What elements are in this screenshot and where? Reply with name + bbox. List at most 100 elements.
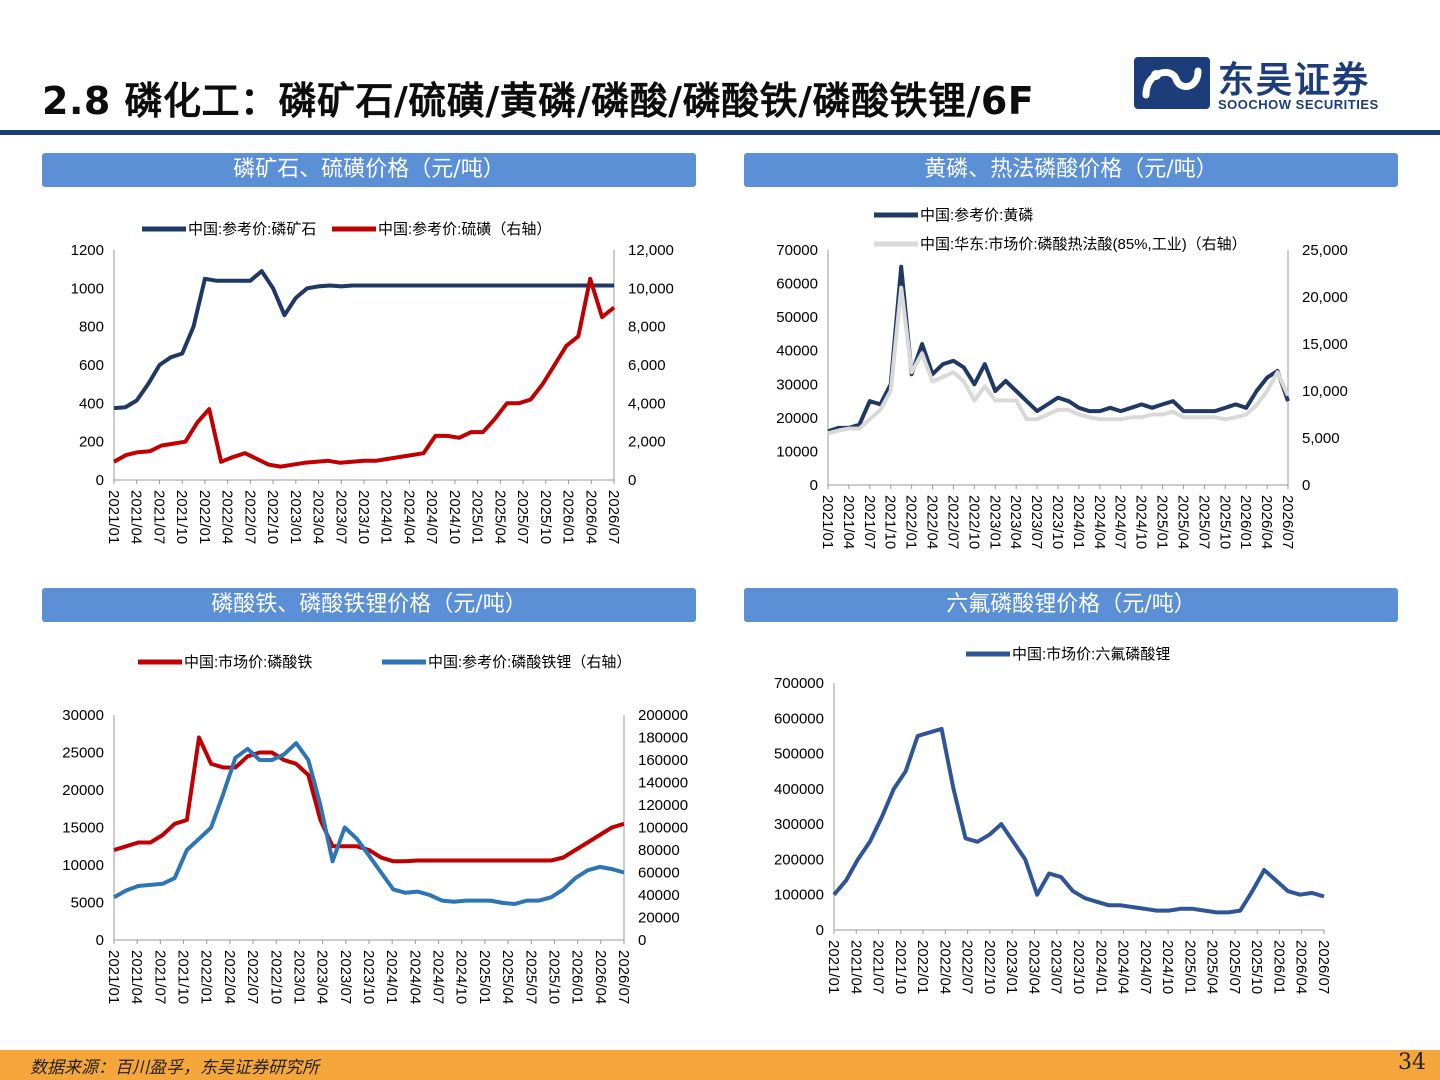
x-tick-label: 2021/01: [105, 490, 122, 544]
x-tick-label: 2025/10: [545, 950, 562, 1004]
x-tick-label: 2024/01: [378, 490, 395, 544]
x-tick-label: 2024/07: [423, 490, 440, 544]
panel-title-4: 六氟磷酸锂价格（元/吨）: [744, 588, 1398, 622]
series-line-1: [113, 269, 614, 411]
x-tick-label: 2023/07: [1048, 940, 1065, 994]
x-tick-label: 2025/01: [469, 490, 486, 544]
x-tick-label: 2023/01: [986, 495, 1003, 549]
chart-iron-phosphate-lfp: 0 5000 10000 15000 20000 25000 30000 0 20000 4000…: [42, 640, 696, 1040]
y-right-tick-label: 100000: [638, 820, 688, 837]
y-left-tick-label: 600000: [774, 710, 824, 727]
x-tick-label: 2024/10: [1133, 495, 1150, 549]
y-left-tick-label: 400: [79, 395, 104, 412]
y-right-tick-label: 12,000: [628, 242, 674, 259]
brand-logo: 东吴证券 SOOCHOW SECURITIES: [1132, 55, 1422, 115]
x-tick-label: 2022/01: [914, 940, 931, 994]
chart-svg-3: 0 5000 10000 15000 20000 25000 30000 0 20000 4000…: [62, 654, 688, 1004]
x-tick-label: 2022/10: [267, 950, 284, 1004]
page-number: 34: [1398, 1050, 1426, 1075]
x-tick-label: 2023/10: [1070, 940, 1087, 994]
y-left-tick-label: 700000: [774, 675, 824, 692]
x-tick-label: 2023/10: [1049, 495, 1066, 549]
y-right-tick-label: 140000: [638, 775, 688, 792]
y-left-tick-label: 10000: [776, 443, 818, 460]
x-tick-label: 2025/10: [1216, 495, 1233, 549]
y-left-tick-label: 1200: [71, 242, 104, 259]
y-left-tick-label: 300000: [774, 816, 824, 833]
y-left-tick-label: 10000: [62, 857, 104, 874]
x-tick-label: 2021/04: [840, 495, 857, 549]
x-tick-label: 2025/07: [1226, 940, 1243, 994]
x-tick-label: 2024/10: [446, 490, 463, 544]
y-left-tick-label: 600: [79, 357, 104, 374]
page-title: 2.8 磷化工：磷矿石/硫磺/黄磷/磷酸/磷酸铁/磷酸铁锂/6F: [42, 79, 1035, 123]
y-left-tick-label: 70000: [776, 242, 818, 259]
y-left-tick-label: 0: [96, 472, 104, 489]
x-tick-label: 2022/07: [944, 495, 961, 549]
x-tick-label: 2021/07: [861, 495, 878, 549]
x-tick-label: 2024/01: [1070, 495, 1087, 549]
x-tick-label: 2025/10: [537, 490, 554, 544]
y-right-tick-label: 20000: [638, 910, 680, 927]
series-line-1: [827, 264, 1290, 434]
x-tick-label: 2025/04: [491, 490, 508, 544]
x-tick-label: 2023/04: [314, 950, 331, 1004]
y-left-tick-label: 500000: [774, 746, 824, 763]
x-tick-label: 2021/04: [128, 490, 145, 544]
legend-label-2: 中国:华东:市场价:磷酸热法酸(85%,工业)（右轴）: [920, 236, 1247, 253]
y-left-tick-label: 800: [79, 319, 104, 336]
series-line-1: [113, 735, 625, 864]
y-right-tick-label: 10,000: [628, 280, 674, 297]
y-left-tick-label: 5000: [71, 895, 104, 912]
chart-svg-1: 0 200 400 600 800 1000 1200 0 2,000 4,000 6,000 8,0…: [71, 221, 674, 544]
x-tick-label: 2025/04: [1204, 940, 1221, 994]
x-tick-label: 2026/04: [1293, 940, 1310, 994]
series-line-2: [827, 285, 1290, 436]
x-tick-label: 2025/10: [1248, 940, 1265, 994]
x-tick-label: 2022/10: [981, 940, 998, 994]
chart-svg-4: 0 100000 200000 300000 400000 500000 600000 700…: [774, 646, 1332, 994]
logo-cn-text: 东吴证券: [1218, 60, 1371, 101]
x-tick-label: 2023/07: [337, 950, 354, 1004]
x-tick-label: 2026/04: [1258, 495, 1275, 549]
chart-lipf6: 0 100000 200000 300000 400000 500000 600000 700…: [744, 640, 1398, 1040]
y-left-tick-label: 40000: [776, 343, 818, 360]
x-tick-label: 2023/10: [355, 490, 372, 544]
x-tick-label: 2021/10: [175, 950, 192, 1004]
chart-4-group: 0 100000 200000 300000 400000 500000 600000 700…: [774, 646, 1332, 994]
footer-bar: 数据来源：百川盈孚，东吴证券研究所 34: [0, 1050, 1440, 1080]
x-tick-label: 2023/04: [1007, 495, 1024, 549]
legend-label-1: 中国:参考价:磷矿石: [188, 221, 316, 238]
y-left-tick-label: 1000: [71, 280, 104, 297]
x-tick-label: 2026/04: [592, 950, 609, 1004]
x-tick-label: 2023/07: [1028, 495, 1045, 549]
x-tick-label: 2021/07: [870, 940, 887, 994]
x-tick-label: 2025/07: [514, 490, 531, 544]
y-left-tick-label: 15000: [62, 820, 104, 837]
y-left-tick-label: 0: [96, 932, 104, 949]
panel-title-3: 磷酸铁、磷酸铁锂价格（元/吨）: [42, 588, 696, 622]
x-tick-label: 2021/10: [882, 495, 899, 549]
y-right-tick-label: 6,000: [628, 357, 666, 374]
x-tick-label: 2024/04: [400, 490, 417, 544]
x-tick-label: 2023/01: [287, 490, 304, 544]
x-tick-label: 2025/04: [499, 950, 516, 1004]
x-tick-label: 2022/04: [924, 495, 941, 549]
y-right-tick-label: 200000: [638, 707, 688, 724]
logo-en-text: SOOCHOW SECURITIES: [1218, 97, 1379, 112]
legend-label-1: 中国:参考价:黄磷: [920, 207, 1033, 224]
x-tick-label: 2023/01: [1003, 940, 1020, 994]
x-tick-label: 2026/04: [582, 490, 599, 544]
legend-label-1: 中国:市场价:六氟磷酸锂: [1012, 646, 1170, 663]
x-tick-label: 2022/04: [219, 490, 236, 544]
x-tick-label: 2022/04: [936, 940, 953, 994]
data-source: 数据来源：百川盈孚，东吴证券研究所: [30, 1058, 319, 1078]
x-tick-label: 2025/01: [1181, 940, 1198, 994]
chart-yellow-phosphorus-acid: 0 10000 20000 30000 40000 50000 60000 70000 0 5,0…: [744, 200, 1398, 580]
y-right-tick-label: 60000: [638, 865, 680, 882]
x-tick-label: 2024/04: [1115, 940, 1132, 994]
x-tick-label: 2021/04: [847, 940, 864, 994]
x-tick-label: 2025/07: [1195, 495, 1212, 549]
y-right-tick-label: 8,000: [628, 319, 666, 336]
x-tick-label: 2026/01: [1270, 940, 1287, 994]
